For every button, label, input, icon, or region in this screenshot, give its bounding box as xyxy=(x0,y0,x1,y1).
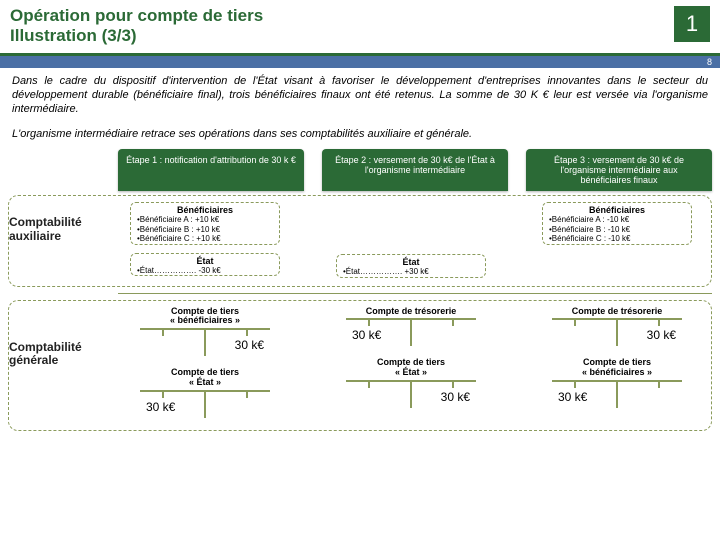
separator-line xyxy=(118,293,712,294)
page-number-box: 1 xyxy=(674,6,710,42)
aux-etat-title-1: État xyxy=(131,254,279,266)
generale-container: Comptabilité générale Compte de tiers « … xyxy=(8,300,712,432)
t-account-icon: 30 k€ xyxy=(346,318,476,352)
gen3-compte2-val: 30 k€ xyxy=(558,390,587,404)
header: Opération pour compte de tiers Illustrat… xyxy=(0,0,720,51)
step-tab-3: Étape 3 : versement de 30 k€ de l'organi… xyxy=(526,149,712,191)
gen-col-1: Compte de tiers « bénéficiaires » 30 k€ … xyxy=(111,301,299,425)
aux-col-1: Bénéficiaires •Bénéficiaire A : +10 k€ •… xyxy=(111,196,299,280)
gen2-compte2: Compte de tiers « État » 30 k€ xyxy=(346,358,476,414)
gen1-compte1-val: 30 k€ xyxy=(235,338,264,352)
title-block: Opération pour compte de tiers Illustrat… xyxy=(10,6,674,47)
gen-col-3: Compte de trésorerie 30 k€ Compte de tie… xyxy=(523,301,711,425)
gen1-compte2-val: 30 k€ xyxy=(146,400,175,414)
gen2-compte1: Compte de trésorerie 30 k€ xyxy=(346,307,476,353)
title-line-2: Illustration (3/3) xyxy=(10,26,674,46)
gen3-compte2: Compte de tiers « bénéficiaires » 30 k€ xyxy=(552,358,682,414)
gen2-compte1-title: Compte de trésorerie xyxy=(346,307,476,317)
gen2-compte2-val: 30 k€ xyxy=(441,390,470,404)
gen2-compte2-title: Compte de tiers « État » xyxy=(346,358,476,378)
aux-benef-title-3: Bénéficiaires xyxy=(543,203,691,215)
generale-label: Comptabilité générale xyxy=(9,301,111,369)
aux-col-3: Bénéficiaires •Bénéficiaire A : -10 k€ •… xyxy=(523,196,711,280)
aux-benef-line-b: •Bénéficiaire B : +10 k€ xyxy=(131,225,279,235)
aux3-benef-line-a: •Bénéficiaire A : -10 k€ xyxy=(543,215,691,225)
t-account-icon: 30 k€ xyxy=(552,318,682,352)
aux-benef-box-1: Bénéficiaires •Bénéficiaire A : +10 k€ •… xyxy=(130,202,280,245)
t-account-icon: 30 k€ xyxy=(140,328,270,362)
auxiliaire-container: Comptabilité auxiliaire Bénéficiaires •B… xyxy=(8,195,712,287)
aux-etat-box-1: État •État……………. -30 k€ xyxy=(130,253,280,277)
auxiliaire-label: Comptabilité auxiliaire xyxy=(9,196,111,244)
gen1-compte2-title: Compte de tiers « État » xyxy=(140,368,270,388)
body-paragraph-1: Dans le cadre du dispositif d'interventi… xyxy=(0,68,720,121)
aux-etat-title-2: État xyxy=(337,255,485,267)
aux-benef-line-c: •Bénéficiaire C : +10 k€ xyxy=(131,234,279,244)
gen3-compte2-title: Compte de tiers « bénéficiaires » xyxy=(552,358,682,378)
gen-col-2: Compte de trésorerie 30 k€ Compte de tie… xyxy=(317,301,505,425)
aux3-benef-line-b: •Bénéficiaire B : -10 k€ xyxy=(543,225,691,235)
aux3-benef-line-c: •Bénéficiaire C : -10 k€ xyxy=(543,234,691,244)
diagram: Étape 1 : notification d'attribution de … xyxy=(0,145,720,441)
gen1-compte2: Compte de tiers « État » 30 k€ xyxy=(140,368,270,424)
gen2-compte1-val: 30 k€ xyxy=(352,328,381,342)
aux-benef-line-a: •Bénéficiaire A : +10 k€ xyxy=(131,215,279,225)
aux-benef-box-3: Bénéficiaires •Bénéficiaire A : -10 k€ •… xyxy=(542,202,692,245)
gen1-compte1-title: Compte de tiers « bénéficiaires » xyxy=(140,307,270,327)
step-tab-2: Étape 2 : versement de 30 k€ de l'État à… xyxy=(322,149,508,191)
t-account-icon: 30 k€ xyxy=(346,380,476,414)
gen3-compte1-val: 30 k€ xyxy=(647,328,676,342)
title-line-1: Opération pour compte de tiers xyxy=(10,6,674,26)
gen3-compte1-title: Compte de trésorerie xyxy=(552,307,682,317)
aux-etat-box-2: État •État……………. +30 k€ xyxy=(336,254,486,278)
step-tab-1: Étape 1 : notification d'attribution de … xyxy=(118,149,304,191)
blue-stripe: 8 xyxy=(0,56,720,68)
aux-benef-title-1: Bénéficiaires xyxy=(131,203,279,215)
aux-etat-line-2: •État……………. +30 k€ xyxy=(337,267,485,277)
aux-etat-line-1: •État……………. -30 k€ xyxy=(131,266,279,276)
t-account-icon: 30 k€ xyxy=(140,390,270,424)
body-paragraph-2: L'organisme intermédiaire retrace ses op… xyxy=(0,121,720,145)
gen1-compte1: Compte de tiers « bénéficiaires » 30 k€ xyxy=(140,307,270,363)
aux-col-2: État •État……………. +30 k€ xyxy=(317,196,505,280)
gen3-compte1: Compte de trésorerie 30 k€ xyxy=(552,307,682,353)
t-account-icon: 30 k€ xyxy=(552,380,682,414)
steps-row: Étape 1 : notification d'attribution de … xyxy=(118,149,712,191)
